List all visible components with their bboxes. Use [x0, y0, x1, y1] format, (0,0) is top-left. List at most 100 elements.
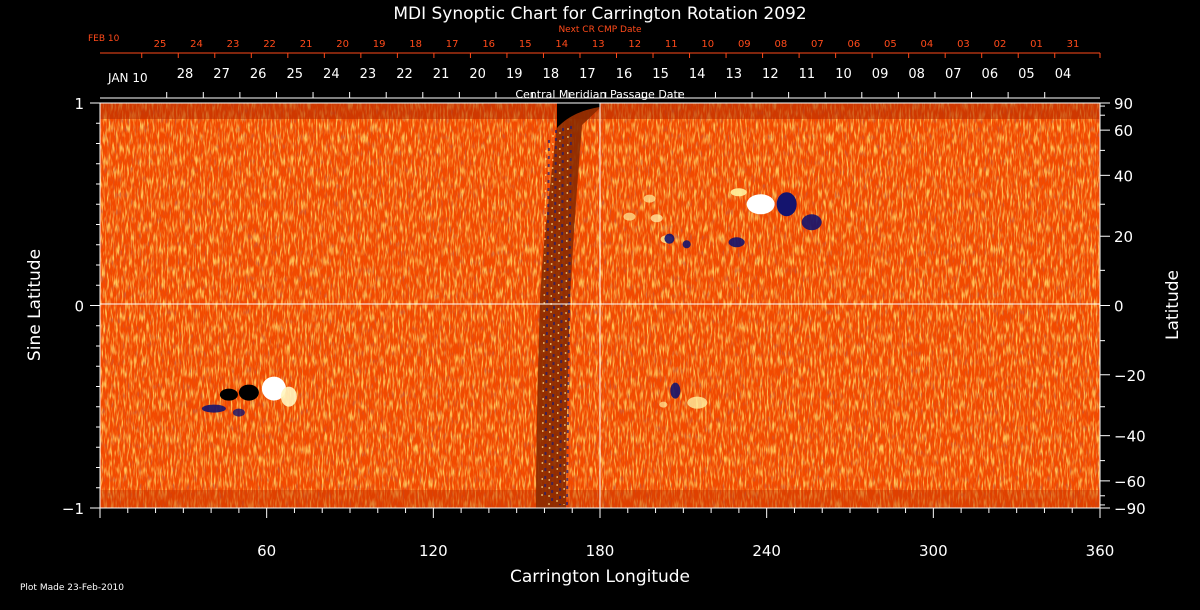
magnetogram-map [100, 103, 1100, 508]
cmp-date-title: Central Meridian Passage Date [515, 88, 684, 101]
x-tick-label: 300 [919, 542, 948, 560]
x-tick-label: 360 [1086, 542, 1115, 560]
current-day-label: 13 [725, 67, 742, 82]
current-day-label: 07 [945, 67, 962, 82]
next-cr-day-label: 22 [263, 39, 276, 50]
active-region-blob [664, 233, 675, 244]
next-cr-day-label: 05 [884, 39, 897, 50]
next-cr-day-label: 08 [774, 39, 787, 50]
active-region-blob [682, 240, 691, 249]
y-axis-left-ticks: −1 0 1 [62, 95, 100, 518]
current-day-label: 18 [543, 67, 560, 82]
next-cr-day-label: 01 [1030, 39, 1043, 50]
y-right-tick-label: 40 [1114, 167, 1133, 185]
x-tick-label: 180 [586, 542, 615, 560]
next-cr-day-label: 12 [628, 39, 641, 50]
active-region-blob [746, 194, 775, 215]
current-day-label: 25 [286, 67, 303, 82]
current-day-label: 14 [689, 67, 706, 82]
x-tick-label: 120 [419, 542, 448, 560]
next-cr-day-label: 15 [519, 39, 532, 50]
next-cr-day-label: 04 [921, 39, 934, 50]
active-region-blob [728, 237, 745, 248]
plot-made-note: Plot Made 23-Feb-2010 [20, 583, 124, 593]
current-day-label: 08 [908, 67, 925, 82]
current-day-label: 10 [835, 67, 852, 82]
current-day-label: 11 [799, 67, 816, 82]
y-right-tick-label: −90 [1114, 500, 1146, 518]
current-day-label: 26 [250, 67, 267, 82]
current-day-label: 27 [213, 67, 230, 82]
next-cr-day-label: 11 [665, 39, 678, 50]
current-day-label: 28 [177, 67, 194, 82]
current-month-label: JAN 10 [107, 71, 148, 85]
active-region-blob [219, 388, 238, 401]
active-region-blob [238, 384, 259, 401]
current-day-label: 06 [982, 67, 999, 82]
x-axis-label: Carrington Longitude [510, 567, 690, 587]
current-day-label: 15 [652, 67, 669, 82]
current-day-label: 22 [396, 67, 413, 82]
next-cr-day-label: 16 [482, 39, 495, 50]
current-axis-ticks: 28 27 26 25 24 23 22 21 20 19 18 17 16 15 14 13 12 11 10 09… [166, 67, 1072, 98]
current-day-label: 19 [506, 67, 523, 82]
y-right-tick-label: 0 [1114, 298, 1124, 316]
data-gap-seam [536, 103, 600, 508]
next-cr-day-label: 10 [701, 39, 714, 50]
next-cr-day-label: 19 [373, 39, 386, 50]
y-right-tick-label: 90 [1114, 95, 1133, 113]
next-cr-day-label: 20 [336, 39, 349, 50]
active-region-blob [623, 212, 636, 221]
active-region-blob [776, 192, 797, 217]
active-region-blob [232, 408, 245, 417]
active-region-blob [201, 404, 226, 413]
data-gap-wedge [557, 103, 600, 128]
current-day-label: 04 [1055, 67, 1072, 82]
next-cr-day-label: 24 [190, 39, 203, 50]
active-region-blob [659, 401, 668, 408]
next-cr-day-label: 14 [555, 39, 568, 50]
next-cr-day-label: 31 [1067, 39, 1080, 50]
active-region-blob [670, 382, 681, 399]
active-region-blob [261, 376, 286, 401]
x-tick-label: 60 [257, 542, 276, 560]
active-region-blob [643, 194, 656, 203]
data-gap-seam-highlights [541, 127, 569, 506]
y-right-tick-label: 60 [1114, 122, 1133, 140]
y-right-tick-label: −40 [1114, 428, 1146, 446]
x-tick-label: 240 [752, 542, 781, 560]
y-left-tick-label: −1 [62, 500, 84, 518]
next-cr-day-label: 25 [154, 39, 167, 50]
next-cr-day-label: 17 [446, 39, 459, 50]
current-day-label: 24 [323, 67, 340, 82]
y-left-tick-label: 1 [74, 95, 84, 113]
next-cr-cmp-title: Next CR CMP Date [558, 25, 642, 35]
next-cr-day-label: 07 [811, 39, 824, 50]
y-right-tick-label: −60 [1114, 473, 1146, 491]
x-axis-ticks: 60 120 180 240 300 360 [99, 508, 1115, 560]
next-cr-day-label: 18 [409, 39, 422, 50]
current-day-label: 17 [579, 67, 596, 82]
chart-title: MDI Synoptic Chart for Carrington Rotati… [393, 4, 806, 24]
next-cr-axis-ticks: 25 24 23 22 21 20 19 18 17 16 15 14 13 12 11 10 09 08 07 06… [141, 39, 1101, 58]
next-cr-day-label: 09 [738, 39, 751, 50]
current-day-label: 20 [469, 67, 486, 82]
y-right-tick-label: 20 [1114, 228, 1133, 246]
active-region-blob [280, 386, 297, 407]
current-day-label: 21 [433, 67, 450, 82]
current-day-label: 05 [1018, 67, 1035, 82]
y-axis-left-label: Sine Latitude [25, 249, 45, 361]
y-right-tick-label: −20 [1114, 367, 1146, 385]
current-day-label: 09 [872, 67, 889, 82]
active-region-blob [730, 188, 747, 197]
next-cr-day-label: 03 [957, 39, 970, 50]
active-region-blob [650, 214, 663, 223]
y-axis-right-ticks: −90 −60 −40 −20 0 20 40 60 90 [1100, 95, 1146, 518]
next-cr-day-label: 23 [227, 39, 240, 50]
active-regions [201, 188, 822, 417]
active-region-blob [801, 214, 822, 231]
current-day-label: 16 [616, 67, 633, 82]
y-left-tick-label: 0 [74, 298, 84, 316]
next-cr-month-label: FEB 10 [88, 34, 120, 44]
